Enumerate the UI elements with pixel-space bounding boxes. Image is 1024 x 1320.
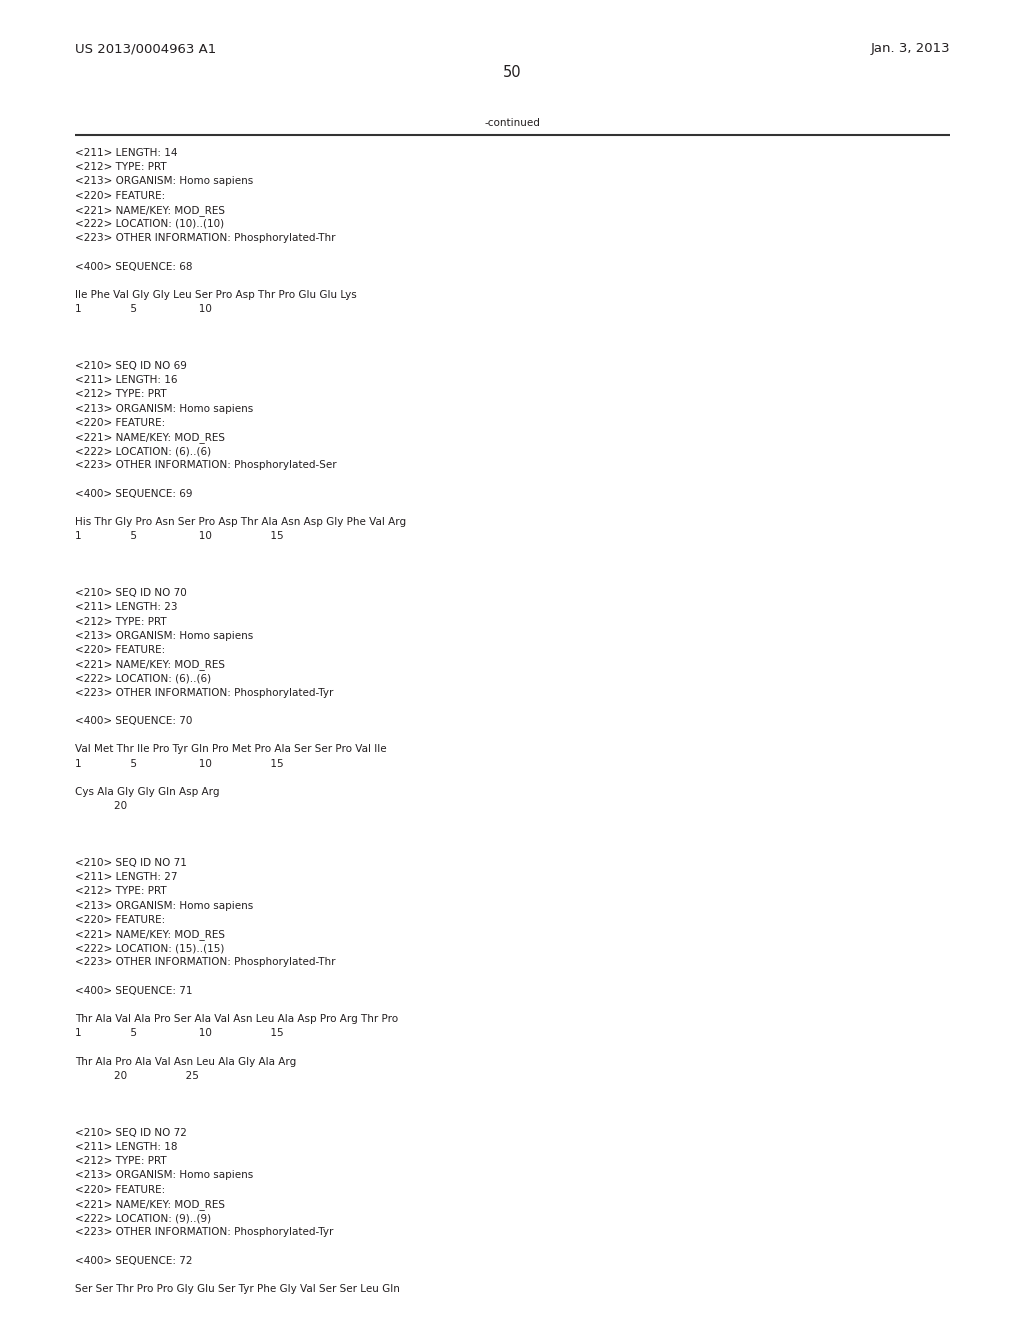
Text: <400> SEQUENCE: 69: <400> SEQUENCE: 69 [75,488,193,499]
Text: US 2013/0004963 A1: US 2013/0004963 A1 [75,42,216,55]
Text: 1               5                   10                  15: 1 5 10 15 [75,759,284,768]
Text: <400> SEQUENCE: 71: <400> SEQUENCE: 71 [75,986,193,995]
Text: <210> SEQ ID NO 71: <210> SEQ ID NO 71 [75,858,186,869]
Text: <221> NAME/KEY: MOD_RES: <221> NAME/KEY: MOD_RES [75,432,225,444]
Text: <211> LENGTH: 23: <211> LENGTH: 23 [75,602,177,612]
Text: <220> FEATURE:: <220> FEATURE: [75,915,165,925]
Text: <211> LENGTH: 16: <211> LENGTH: 16 [75,375,177,385]
Text: 1               5                   10                  15: 1 5 10 15 [75,532,284,541]
Text: <400> SEQUENCE: 72: <400> SEQUENCE: 72 [75,1255,193,1266]
Text: <213> ORGANISM: Homo sapiens: <213> ORGANISM: Homo sapiens [75,177,253,186]
Text: <212> TYPE: PRT: <212> TYPE: PRT [75,389,167,400]
Text: <210> SEQ ID NO 72: <210> SEQ ID NO 72 [75,1127,186,1138]
Text: <222> LOCATION: (10)..(10): <222> LOCATION: (10)..(10) [75,219,224,228]
Text: <221> NAME/KEY: MOD_RES: <221> NAME/KEY: MOD_RES [75,1199,225,1209]
Text: <213> ORGANISM: Homo sapiens: <213> ORGANISM: Homo sapiens [75,900,253,911]
Text: <223> OTHER INFORMATION: Phosphorylated-Tyr: <223> OTHER INFORMATION: Phosphorylated-… [75,1228,334,1237]
Text: Cys Ala Gly Gly Gln Asp Arg: Cys Ala Gly Gly Gln Asp Arg [75,787,219,797]
Text: 20                  25: 20 25 [75,1071,199,1081]
Text: <221> NAME/KEY: MOD_RES: <221> NAME/KEY: MOD_RES [75,659,225,671]
Text: Ser Ser Thr Pro Pro Gly Glu Ser Tyr Phe Gly Val Ser Ser Leu Gln: Ser Ser Thr Pro Pro Gly Glu Ser Tyr Phe … [75,1284,400,1294]
Text: 20: 20 [75,801,127,812]
Text: <222> LOCATION: (15)..(15): <222> LOCATION: (15)..(15) [75,944,224,953]
Text: Thr Ala Pro Ala Val Asn Leu Ala Gly Ala Arg: Thr Ala Pro Ala Val Asn Leu Ala Gly Ala … [75,1057,296,1067]
Text: <223> OTHER INFORMATION: Phosphorylated-Ser: <223> OTHER INFORMATION: Phosphorylated-… [75,461,337,470]
Text: <211> LENGTH: 18: <211> LENGTH: 18 [75,1142,177,1152]
Text: <400> SEQUENCE: 70: <400> SEQUENCE: 70 [75,715,193,726]
Text: <220> FEATURE:: <220> FEATURE: [75,190,165,201]
Text: 50: 50 [503,65,521,81]
Text: <221> NAME/KEY: MOD_RES: <221> NAME/KEY: MOD_RES [75,929,225,940]
Text: <210> SEQ ID NO 70: <210> SEQ ID NO 70 [75,589,186,598]
Text: <220> FEATURE:: <220> FEATURE: [75,645,165,655]
Text: <212> TYPE: PRT: <212> TYPE: PRT [75,616,167,627]
Text: <222> LOCATION: (6)..(6): <222> LOCATION: (6)..(6) [75,673,211,684]
Text: <213> ORGANISM: Homo sapiens: <213> ORGANISM: Homo sapiens [75,631,253,640]
Text: <213> ORGANISM: Homo sapiens: <213> ORGANISM: Homo sapiens [75,1171,253,1180]
Text: <223> OTHER INFORMATION: Phosphorylated-Tyr: <223> OTHER INFORMATION: Phosphorylated-… [75,688,334,697]
Text: Val Met Thr Ile Pro Tyr Gln Pro Met Pro Ala Ser Ser Pro Val Ile: Val Met Thr Ile Pro Tyr Gln Pro Met Pro … [75,744,387,755]
Text: <223> OTHER INFORMATION: Phosphorylated-Thr: <223> OTHER INFORMATION: Phosphorylated-… [75,234,336,243]
Text: <400> SEQUENCE: 68: <400> SEQUENCE: 68 [75,261,193,272]
Text: <212> TYPE: PRT: <212> TYPE: PRT [75,162,167,172]
Text: -continued: -continued [484,117,540,128]
Text: <222> LOCATION: (9)..(9): <222> LOCATION: (9)..(9) [75,1213,211,1224]
Text: <222> LOCATION: (6)..(6): <222> LOCATION: (6)..(6) [75,446,211,457]
Text: <223> OTHER INFORMATION: Phosphorylated-Thr: <223> OTHER INFORMATION: Phosphorylated-… [75,957,336,968]
Text: 1               5                   10                  15: 1 5 10 15 [75,1028,284,1039]
Text: <210> SEQ ID NO 69: <210> SEQ ID NO 69 [75,360,186,371]
Text: <212> TYPE: PRT: <212> TYPE: PRT [75,1156,167,1166]
Text: <211> LENGTH: 14: <211> LENGTH: 14 [75,148,177,158]
Text: <213> ORGANISM: Homo sapiens: <213> ORGANISM: Homo sapiens [75,404,253,413]
Text: 1               5                   10: 1 5 10 [75,304,212,314]
Text: <220> FEATURE:: <220> FEATURE: [75,1184,165,1195]
Text: His Thr Gly Pro Asn Ser Pro Asp Thr Ala Asn Asp Gly Phe Val Arg: His Thr Gly Pro Asn Ser Pro Asp Thr Ala … [75,517,407,527]
Text: Thr Ala Val Ala Pro Ser Ala Val Asn Leu Ala Asp Pro Arg Thr Pro: Thr Ala Val Ala Pro Ser Ala Val Asn Leu … [75,1014,398,1024]
Text: <220> FEATURE:: <220> FEATURE: [75,418,165,428]
Text: <212> TYPE: PRT: <212> TYPE: PRT [75,887,167,896]
Text: <211> LENGTH: 27: <211> LENGTH: 27 [75,873,177,882]
Text: <221> NAME/KEY: MOD_RES: <221> NAME/KEY: MOD_RES [75,205,225,215]
Text: Jan. 3, 2013: Jan. 3, 2013 [870,42,950,55]
Text: Ile Phe Val Gly Gly Leu Ser Pro Asp Thr Pro Glu Glu Lys: Ile Phe Val Gly Gly Leu Ser Pro Asp Thr … [75,290,356,300]
